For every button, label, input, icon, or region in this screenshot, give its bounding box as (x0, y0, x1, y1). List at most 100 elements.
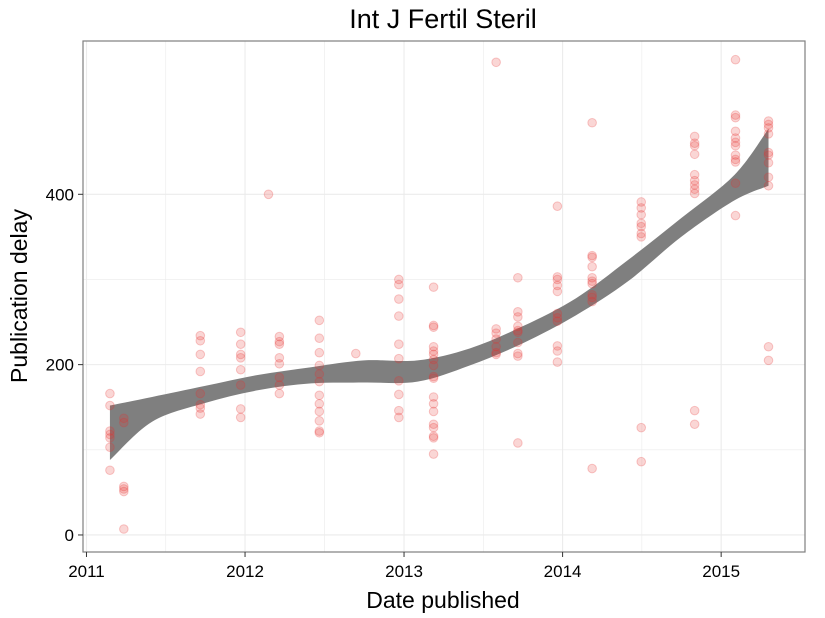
grid-minor (83, 41, 805, 552)
data-point (763, 150, 774, 160)
data-point (105, 426, 115, 436)
data-point (314, 406, 325, 417)
data-point (274, 339, 285, 349)
data-point (428, 406, 439, 417)
data-point (689, 169, 700, 180)
data-point (195, 330, 206, 341)
points-layer (105, 54, 774, 534)
data-point (428, 431, 439, 441)
data-point (195, 409, 206, 419)
data-point (314, 399, 325, 409)
data-point (513, 307, 523, 317)
data-point (314, 427, 325, 438)
data-point (730, 154, 741, 165)
data-point (587, 296, 597, 307)
data-point (274, 336, 285, 347)
data-point (763, 116, 774, 126)
data-point (636, 218, 647, 229)
grid-major (83, 41, 805, 552)
data-point (636, 456, 647, 467)
x-axis-title: Date published (366, 587, 519, 613)
data-point (552, 272, 563, 282)
data-point (552, 346, 563, 356)
data-point (428, 320, 439, 331)
data-point (730, 110, 741, 120)
data-point (314, 360, 325, 371)
data-point (314, 390, 325, 401)
data-point (351, 348, 361, 359)
chart-title: Int J Fertil Steril (349, 4, 537, 34)
data-point (119, 524, 129, 534)
data-point (314, 333, 325, 344)
data-point (491, 341, 501, 352)
data-point (552, 274, 563, 285)
data-point (394, 279, 404, 290)
data-point (552, 341, 563, 351)
data-point (105, 465, 115, 476)
data-point (314, 347, 325, 358)
data-point (763, 119, 774, 130)
data-point (636, 197, 647, 207)
data-point (552, 357, 563, 367)
data-point (235, 349, 246, 360)
data-point (513, 312, 523, 322)
data-point (513, 327, 523, 338)
x-tick-label: 2011 (68, 562, 105, 581)
data-point (689, 180, 700, 190)
data-point (235, 364, 246, 375)
data-point (636, 203, 647, 213)
data-point (552, 201, 563, 212)
data-point (636, 228, 647, 239)
data-point (119, 486, 129, 497)
data-point (513, 351, 523, 361)
data-point (730, 137, 741, 148)
data-point (763, 147, 774, 158)
data-point (552, 280, 563, 291)
data-point (428, 346, 439, 356)
data-point (491, 324, 501, 334)
data-point (105, 442, 115, 453)
data-point (119, 481, 129, 492)
data-point (314, 416, 325, 426)
data-point (513, 438, 523, 448)
data-point (763, 172, 774, 183)
data-point (394, 389, 404, 400)
data-point (689, 140, 700, 151)
data-point (394, 294, 404, 304)
data-point (274, 358, 285, 369)
data-point (394, 311, 404, 321)
data-point (763, 157, 774, 168)
y-axis-title: Publication delay (6, 209, 32, 383)
data-point (689, 405, 700, 416)
data-point (105, 433, 115, 443)
data-point (587, 272, 597, 283)
data-point (552, 316, 563, 326)
data-point (689, 149, 700, 160)
x-tick-label: 2014 (544, 562, 582, 581)
data-point (552, 286, 563, 297)
data-point (689, 138, 700, 148)
data-point (428, 371, 439, 382)
data-point (394, 339, 404, 349)
data-point (689, 175, 700, 186)
data-point (105, 400, 115, 411)
data-point (428, 360, 439, 371)
data-point (428, 322, 439, 332)
data-point (195, 335, 206, 346)
data-point (587, 252, 597, 263)
data-point (105, 388, 115, 399)
data-point (235, 380, 246, 390)
data-point (491, 349, 501, 360)
data-point (730, 210, 741, 221)
data-point (195, 403, 206, 413)
data-point (314, 426, 325, 436)
data-point (428, 399, 439, 409)
data-point (394, 274, 404, 285)
data-point (730, 157, 741, 167)
data-point (491, 334, 501, 344)
y-axis: 0 200 400 (46, 185, 83, 545)
data-point (587, 117, 597, 128)
data-point (235, 327, 246, 338)
data-point (636, 221, 647, 232)
data-point (119, 484, 129, 494)
